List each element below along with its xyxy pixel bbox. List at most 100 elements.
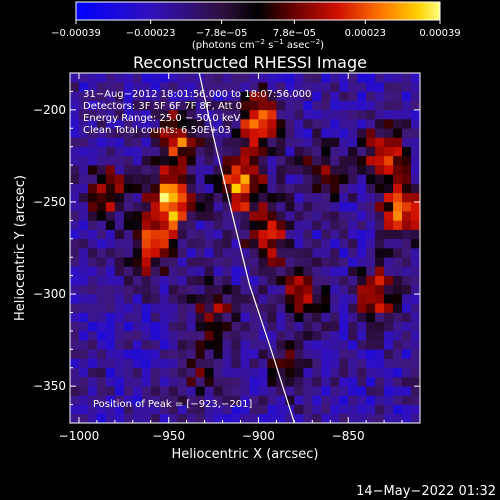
heatmap-cell <box>105 340 116 350</box>
heatmap-cell <box>294 404 304 415</box>
heatmap-cell <box>195 201 205 212</box>
heatmap-cell <box>321 404 331 415</box>
heatmap-cell <box>258 386 268 396</box>
heatmap-cell <box>213 100 223 111</box>
heatmap-cell <box>78 312 89 322</box>
heatmap-cell <box>312 248 322 258</box>
heatmap-cell <box>78 73 89 83</box>
heatmap-cell <box>411 266 420 276</box>
heatmap-cell <box>114 183 125 194</box>
heatmap-cell <box>366 266 376 276</box>
heatmap-cell <box>132 220 143 230</box>
heatmap-cell <box>213 174 223 184</box>
heatmap-cell <box>267 413 277 423</box>
heatmap-cell <box>339 395 349 405</box>
heatmap-cell <box>294 137 304 147</box>
heatmap-cell <box>123 275 134 286</box>
heatmap-cell <box>330 303 340 313</box>
heatmap-cell <box>213 73 223 83</box>
heatmap-cell <box>177 257 187 267</box>
heatmap-cell <box>159 340 170 350</box>
heatmap-cell <box>348 386 358 396</box>
heatmap-cell <box>285 82 295 92</box>
heatmap-cell <box>267 73 277 83</box>
heatmap-cell <box>186 330 196 341</box>
heatmap-cell <box>204 211 214 221</box>
colorbar-gradient <box>75 1 441 21</box>
heatmap-cell <box>402 220 412 230</box>
heatmap-cell <box>249 201 259 212</box>
heatmap-cell <box>267 192 277 203</box>
heatmap-cell <box>141 257 152 267</box>
heatmap-cell <box>258 100 268 111</box>
heatmap-cell <box>159 358 170 369</box>
heatmap-cell <box>231 330 241 341</box>
heatmap-cell <box>276 294 286 304</box>
heatmap-cell <box>321 73 331 83</box>
heatmap-cell <box>294 358 304 369</box>
heatmap-cell <box>276 303 286 313</box>
heatmap-cell <box>96 248 107 258</box>
heatmap-cell <box>276 349 286 359</box>
heatmap-cell <box>150 119 161 129</box>
heatmap-cell <box>339 238 349 249</box>
heatmap-cell <box>258 229 268 240</box>
heatmap-cell <box>285 137 295 147</box>
heatmap-cell <box>168 367 178 378</box>
heatmap-cell <box>393 137 403 147</box>
heatmap-cell <box>123 155 134 166</box>
heatmap-cell <box>70 321 80 332</box>
heatmap-cell <box>123 413 134 423</box>
heatmap-cell <box>411 257 420 267</box>
heatmap-cell <box>402 192 412 203</box>
heatmap-cell <box>393 100 403 111</box>
heatmap-cell <box>213 211 223 221</box>
heatmap-cell <box>294 100 304 111</box>
heatmap-cell <box>294 165 304 175</box>
heatmap-cell <box>195 376 205 387</box>
heatmap-cell <box>141 119 152 129</box>
peak-position-label: Position of Peak = [−923,−201] <box>93 399 252 410</box>
heatmap-cell <box>393 367 403 378</box>
heatmap-cell <box>240 330 250 341</box>
heatmap-cell <box>366 238 376 249</box>
heatmap-cell <box>114 257 125 267</box>
heatmap-cell <box>159 294 170 304</box>
heatmap-cell <box>195 284 205 295</box>
heatmap-cell <box>393 211 403 221</box>
heatmap-cell <box>231 201 241 212</box>
heatmap-cell <box>330 109 340 120</box>
heatmap-cell <box>70 358 80 369</box>
heatmap-cell <box>348 238 358 249</box>
heatmap-cell <box>285 109 295 120</box>
heatmap-cell <box>312 386 322 396</box>
heatmap-cell <box>123 284 134 295</box>
heatmap-cell <box>204 146 214 157</box>
heatmap-cell <box>195 248 205 258</box>
heatmap-cell <box>303 275 313 286</box>
heatmap-cell <box>105 275 116 286</box>
heatmap-cell <box>285 266 295 276</box>
heatmap-cell <box>312 330 322 341</box>
heatmap-cell <box>366 404 376 415</box>
heatmap-cell <box>411 238 420 249</box>
heatmap-cell <box>195 294 205 304</box>
heatmap-cell <box>411 174 420 184</box>
heatmap-cell <box>294 146 304 157</box>
heatmap-cell <box>222 266 232 276</box>
heatmap-cell <box>177 330 187 341</box>
heatmap-cell <box>375 155 385 166</box>
heatmap-cell <box>294 395 304 405</box>
heatmap-cell <box>402 367 412 378</box>
heatmap-cell <box>411 367 420 378</box>
heatmap-cell <box>249 91 259 101</box>
heatmap-cell <box>132 155 143 166</box>
heatmap-cell <box>402 155 412 166</box>
heatmap-cell <box>87 358 98 369</box>
heatmap-cell <box>204 275 214 286</box>
heatmap-cell <box>348 321 358 332</box>
heatmap-cell <box>114 174 125 184</box>
heatmap-cell <box>132 257 143 267</box>
heatmap-cell <box>87 100 98 111</box>
heatmap-cell <box>114 82 125 92</box>
